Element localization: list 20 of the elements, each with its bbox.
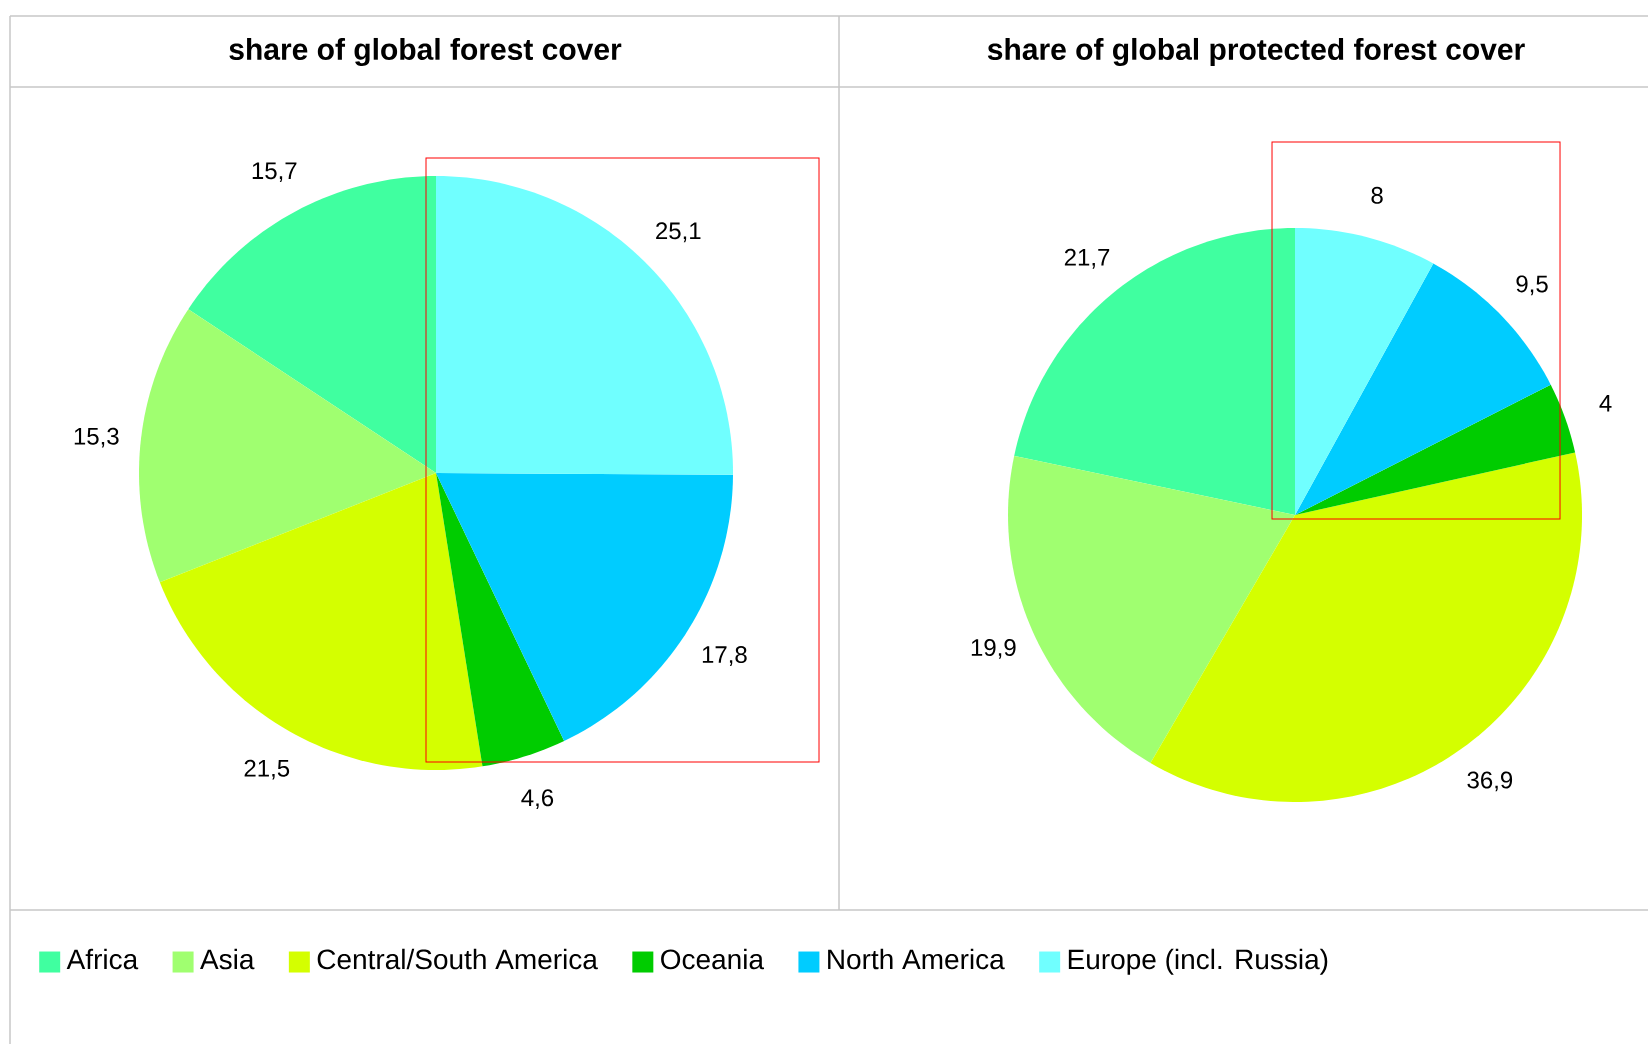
legend-label: Central/South America: [317, 948, 598, 970]
data-label: 36,9: [1467, 771, 1513, 792]
data-label: 21,5: [244, 759, 290, 780]
data-label: 15,7: [252, 162, 297, 182]
legend-label: Europe (incl. Russia): [1068, 948, 1328, 975]
data-label: 21,7: [1064, 248, 1110, 269]
data-label: 4: [1599, 394, 1612, 412]
data-label: 19,9: [971, 639, 1016, 659]
data-label: 25,1: [656, 222, 701, 243]
legend-label: Oceania: [661, 948, 765, 970]
chart-title: share of global forest cover: [229, 37, 622, 67]
legend-label: Asia: [200, 948, 255, 970]
data-label: 17,8: [702, 646, 747, 666]
data-label: 4,6: [521, 789, 554, 810]
data-label: 15,3: [74, 427, 119, 448]
chart-title: share of global protected forest cover: [987, 37, 1525, 67]
data-label: 8: [1371, 186, 1383, 204]
data-label: 9,5: [1516, 275, 1548, 296]
legend-label: Africa: [66, 948, 139, 970]
legend-label: North America: [828, 948, 1005, 970]
